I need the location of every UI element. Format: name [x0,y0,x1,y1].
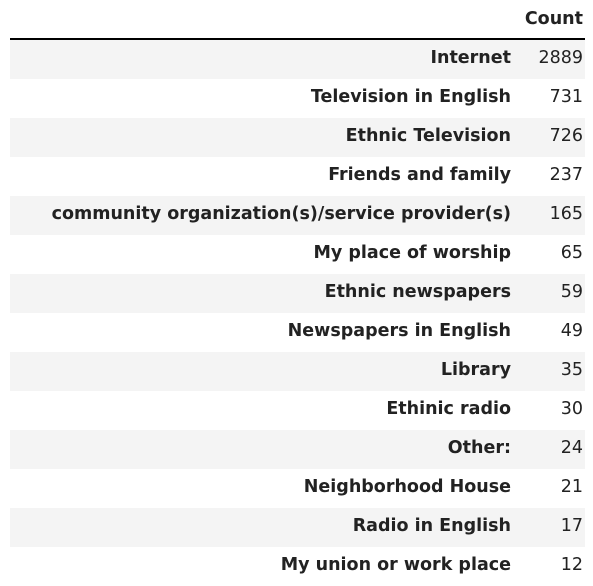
table-row: My union or work place 12 [10,547,585,586]
row-count-value: 2889 [538,48,583,68]
row-label: Other: [447,438,511,458]
row-label: Newspapers in English [287,321,511,341]
row-count-value: 30 [560,399,583,419]
row-label: Ethinic radio [386,399,511,419]
row-label: My union or work place [280,555,511,575]
table-row: Other: 24 [10,430,585,469]
row-count-value: 165 [549,204,583,224]
row-count-value: 12 [560,555,583,575]
column-header-count: Count [524,9,583,29]
row-label: Friends and family [328,165,511,185]
row-count-value: 726 [549,126,583,146]
table-row: Ethnic Television 726 [10,118,585,157]
row-count-value: 21 [560,477,583,497]
table-row: Radio in English 17 [10,508,585,547]
table-header: Count [10,0,585,40]
row-label: Radio in English [352,516,511,536]
row-label: My place of worship [313,243,511,263]
row-count-value: 35 [560,360,583,380]
row-label: Ethnic newspapers [324,282,511,302]
table-row: Friends and family 237 [10,157,585,196]
table-row: Library 35 [10,352,585,391]
table-body: Internet 2889 Television in English 731 Ethn… [10,40,585,586]
table-row: Internet 2889 [10,40,585,79]
row-count-value: 59 [560,282,583,302]
row-count-value: 49 [560,321,583,341]
table-row: Neighborhood House 21 [10,469,585,508]
table-row: Ethinic radio 30 [10,391,585,430]
row-label: Internet [430,48,511,68]
row-label: Neighborhood House [303,477,511,497]
row-label: community organization(s)/service provid… [51,204,511,224]
row-count-value: 731 [549,87,583,107]
table-row: Newspapers in English 49 [10,313,585,352]
row-count-value: 237 [549,165,583,185]
row-count-value: 65 [560,243,583,263]
row-count-value: 24 [560,438,583,458]
row-label: Television in English [310,87,511,107]
table-row: My place of worship 65 [10,235,585,274]
table-row: Ethnic newspapers 59 [10,274,585,313]
table-row: community organization(s)/service provid… [10,196,585,235]
row-count-value: 17 [560,516,583,536]
row-label: Ethnic Television [345,126,511,146]
count-table: Count Internet 2889 Television in English 7… [10,0,585,586]
table-row: Television in English 731 [10,79,585,118]
row-label: Library [440,360,511,380]
